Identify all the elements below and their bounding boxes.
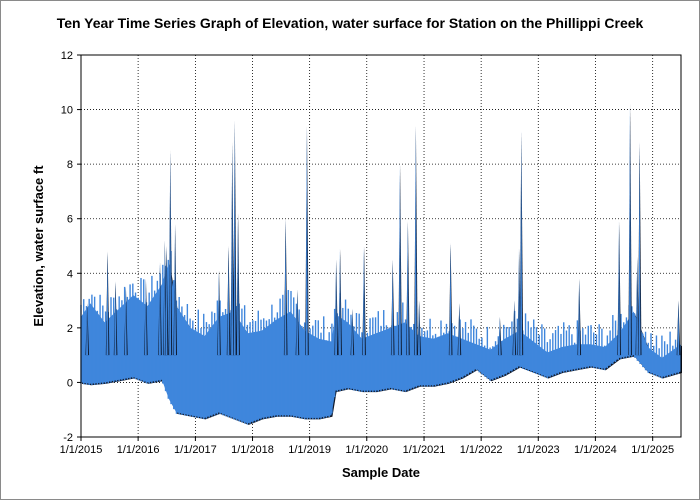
x-tick-label: 1/1/2023	[517, 444, 560, 456]
series-spike	[406, 221, 409, 356]
series-spike	[106, 251, 109, 356]
y-tick-label: 6	[67, 214, 73, 226]
x-tick-label: 1/1/2024	[574, 444, 617, 456]
series-spike	[458, 303, 461, 356]
series-spike	[227, 246, 230, 356]
series-spike	[335, 259, 338, 356]
x-tick-label: 1/1/2016	[117, 444, 160, 456]
series-spike	[362, 246, 365, 356]
y-tick-label: 10	[61, 105, 73, 117]
series-spike	[398, 164, 401, 356]
x-tick-label: 1/1/2020	[345, 444, 388, 456]
series-spike	[233, 120, 236, 356]
series-spike	[517, 248, 520, 356]
series-spike	[231, 142, 234, 356]
x-axis-label: Sample Date	[342, 465, 420, 480]
series-spike	[338, 248, 341, 356]
axis-layer: -2 0 2 4 6 8 10 12 1/1/2015 1/1/2016 1/1/2017 1/1/2…	[60, 50, 682, 456]
series-spike	[165, 246, 168, 356]
x-tick-label: 1/1/2022	[460, 444, 503, 456]
y-tick-label: 12	[61, 50, 73, 62]
x-tick-label: 1/1/2021	[403, 444, 446, 456]
plot-area-border	[80, 54, 682, 438]
x-tick-label: 1/1/2019	[288, 444, 331, 456]
series-spike	[628, 104, 631, 356]
series-spike	[284, 218, 287, 356]
series-spike	[124, 286, 127, 356]
y-axis-label: Elevation, water surface ft	[31, 165, 46, 327]
series-spike	[236, 213, 239, 356]
series-spike	[114, 281, 117, 356]
series-spike	[677, 300, 680, 356]
series-spike	[449, 243, 452, 356]
series-spike	[391, 259, 394, 356]
chart-title: Ten Year Time Series Graph of Elevation,…	[57, 15, 644, 31]
y-tick-label: 2	[67, 323, 73, 335]
series-spike	[158, 262, 161, 356]
x-tick-label: 1/1/2025	[631, 444, 674, 456]
series-spike	[520, 131, 523, 356]
series-spike	[417, 300, 420, 356]
series-spike	[86, 303, 89, 356]
series-spike	[638, 142, 641, 356]
series-spike	[636, 256, 639, 356]
series-spike	[174, 224, 177, 356]
series-spike	[414, 125, 417, 356]
x-tick-label: 1/1/2018	[231, 444, 274, 456]
series-spike	[169, 150, 172, 356]
x-tick-label: 1/1/2015	[60, 444, 103, 456]
series-spike	[578, 278, 581, 356]
series-layer	[80, 104, 682, 425]
series-spike	[513, 300, 516, 356]
series-spike	[498, 316, 501, 356]
series-spike	[617, 221, 620, 356]
series-spike	[305, 125, 308, 356]
series-spike	[163, 240, 166, 356]
series-spike	[351, 308, 354, 356]
series-spike	[144, 278, 147, 356]
series-spike	[296, 289, 299, 356]
y-tick-label: 4	[67, 268, 73, 280]
y-tick-label: 8	[67, 159, 73, 171]
series-spike	[217, 270, 220, 356]
y-tick-label: 0	[67, 377, 73, 389]
y-tick-label: -2	[63, 432, 73, 444]
x-tick-label: 1/1/2017	[174, 444, 217, 456]
